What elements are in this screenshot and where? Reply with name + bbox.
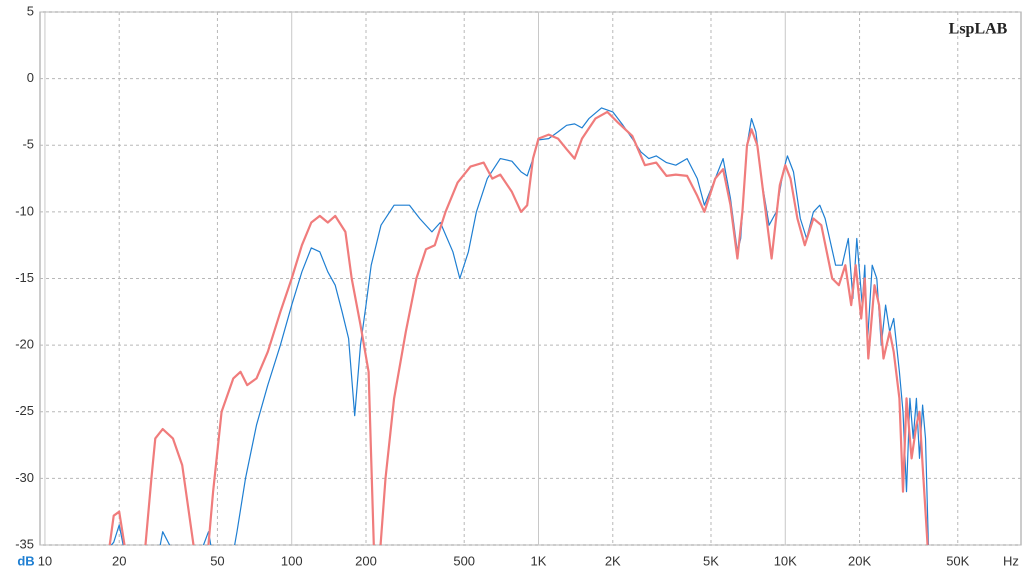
- x-tick-label: 2K: [605, 553, 621, 568]
- plot-area: [39, 11, 1022, 546]
- y-tick-label: -35: [15, 536, 34, 551]
- x-tick-label: 100: [281, 553, 303, 568]
- y-unit: dB: [17, 553, 34, 568]
- y-tick-label: -25: [15, 403, 34, 418]
- x-tick-label: 20K: [848, 553, 871, 568]
- x-tick-label: 50: [210, 553, 224, 568]
- lines: [108, 107, 930, 545]
- x-tick-label: 10: [38, 553, 52, 568]
- x-tick-label: 1K: [531, 553, 547, 568]
- x-tick-label: 50K: [946, 553, 969, 568]
- x-tick-label: 5K: [703, 553, 719, 568]
- y-tick-label: -15: [15, 270, 34, 285]
- x-tick-label: 500: [453, 553, 475, 568]
- x-unit: Hz: [1003, 553, 1019, 568]
- series-line: [108, 110, 929, 545]
- x-tick-label: 20: [112, 553, 126, 568]
- y-tick-label: 5: [27, 3, 34, 18]
- y-tick-label: -20: [15, 337, 34, 352]
- y-tick-label: -5: [22, 137, 34, 152]
- y-tick-label: -10: [15, 203, 34, 218]
- y-tick-label: -30: [15, 470, 34, 485]
- x-tick-label: 200: [355, 553, 377, 568]
- watermark: LspLAB: [949, 21, 1008, 38]
- y-tick-label: 0: [27, 70, 34, 85]
- x-tick-label: 10K: [774, 553, 797, 568]
